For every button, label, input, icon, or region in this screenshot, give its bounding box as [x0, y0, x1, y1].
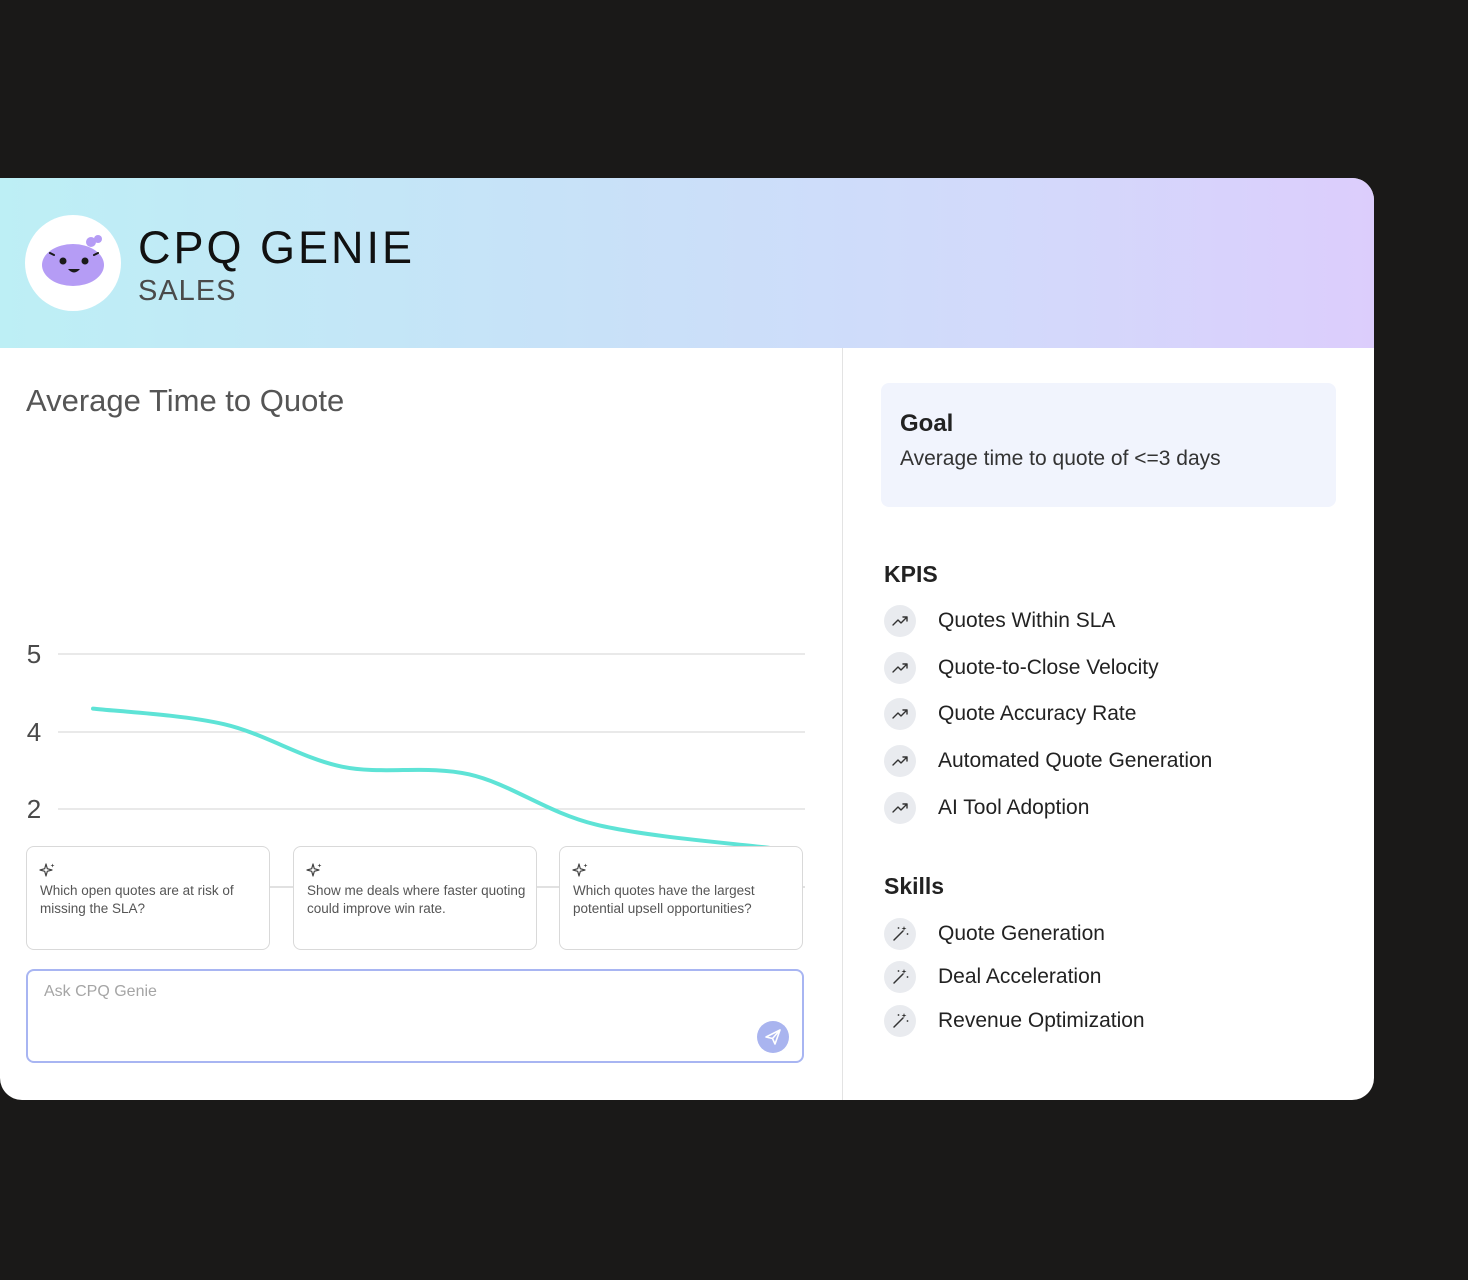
trend-up-icon	[884, 652, 916, 684]
kpi-label: Automated Quote Generation	[938, 749, 1213, 772]
skill-item[interactable]: Deal Acceleration	[884, 961, 1344, 993]
kpi-item[interactable]: Automated Quote Generation	[884, 745, 1344, 777]
kpi-label: Quote-to-Close Velocity	[938, 656, 1159, 679]
kpi-item[interactable]: Quote Accuracy Rate	[884, 698, 1344, 730]
avatar	[25, 215, 121, 311]
goal-text: Average time to quote of <=3 days	[900, 447, 1221, 470]
suggestion-text: Which quotes have the largest potential …	[573, 883, 755, 916]
trend-up-icon	[884, 745, 916, 777]
suggestion-text: Show me deals where faster quoting could…	[307, 883, 526, 916]
ask-box	[26, 969, 804, 1063]
send-button[interactable]	[757, 1021, 789, 1053]
app-subtitle: SALES	[138, 275, 237, 307]
suggestion-card[interactable]: Which quotes have the largest potential …	[559, 846, 803, 950]
skill-label: Quote Generation	[938, 922, 1105, 945]
send-icon	[765, 1029, 781, 1045]
skill-label: Deal Acceleration	[938, 965, 1102, 988]
goal-card: Goal Average time to quote of <=3 days	[881, 383, 1336, 507]
skill-item[interactable]: Quote Generation	[884, 918, 1344, 950]
kpi-label: AI Tool Adoption	[938, 796, 1090, 819]
kpi-item[interactable]: Quote-to-Close Velocity	[884, 652, 1344, 684]
skill-item[interactable]: Revenue Optimization	[884, 1005, 1344, 1037]
magic-wand-icon	[884, 918, 916, 950]
y-tick-label: 4	[27, 717, 41, 747]
skills-title: Skills	[884, 873, 945, 899]
ask-input[interactable]	[44, 983, 744, 1001]
trend-up-icon	[884, 698, 916, 730]
genie-mascot-icon	[42, 235, 104, 286]
goal-title: Goal	[900, 410, 954, 437]
series-line	[91, 706, 772, 850]
y-tick-label: 2	[27, 794, 41, 824]
kpi-label: Quotes Within SLA	[938, 609, 1116, 632]
sparkle-icon	[39, 863, 55, 877]
app-title: CPQ GENIE	[138, 222, 416, 273]
skill-label: Revenue Optimization	[938, 1009, 1145, 1032]
chart-title: Average Time to Quote	[26, 383, 345, 418]
kpi-item[interactable]: Quotes Within SLA	[884, 605, 1344, 637]
suggestion-text: Which open quotes are at risk of missing…	[40, 883, 234, 916]
pane-divider	[842, 348, 843, 1100]
kpi-item[interactable]: AI Tool Adoption	[884, 792, 1344, 824]
sparkle-icon	[306, 863, 322, 877]
magic-wand-icon	[884, 961, 916, 993]
trend-up-icon	[884, 605, 916, 637]
kpis-title: KPIS	[884, 561, 938, 587]
y-tick-label: 5	[27, 639, 41, 669]
sparkle-icon	[572, 863, 588, 877]
suggestion-card[interactable]: Show me deals where faster quoting could…	[293, 846, 537, 950]
suggestion-card[interactable]: Which open quotes are at risk of missing…	[26, 846, 270, 950]
kpi-label: Quote Accuracy Rate	[938, 702, 1137, 725]
genie-card: CPQ GENIE SALES Average Time to Quote 02…	[0, 178, 1374, 1100]
header: CPQ GENIE SALES	[0, 178, 1374, 348]
magic-wand-icon	[884, 1005, 916, 1037]
details-pane: Goal Average time to quote of <=3 days K…	[843, 348, 1374, 1100]
chart-pane: Average Time to Quote 0245 JanFebMarAprM…	[0, 348, 842, 1100]
trend-up-icon	[884, 792, 916, 824]
